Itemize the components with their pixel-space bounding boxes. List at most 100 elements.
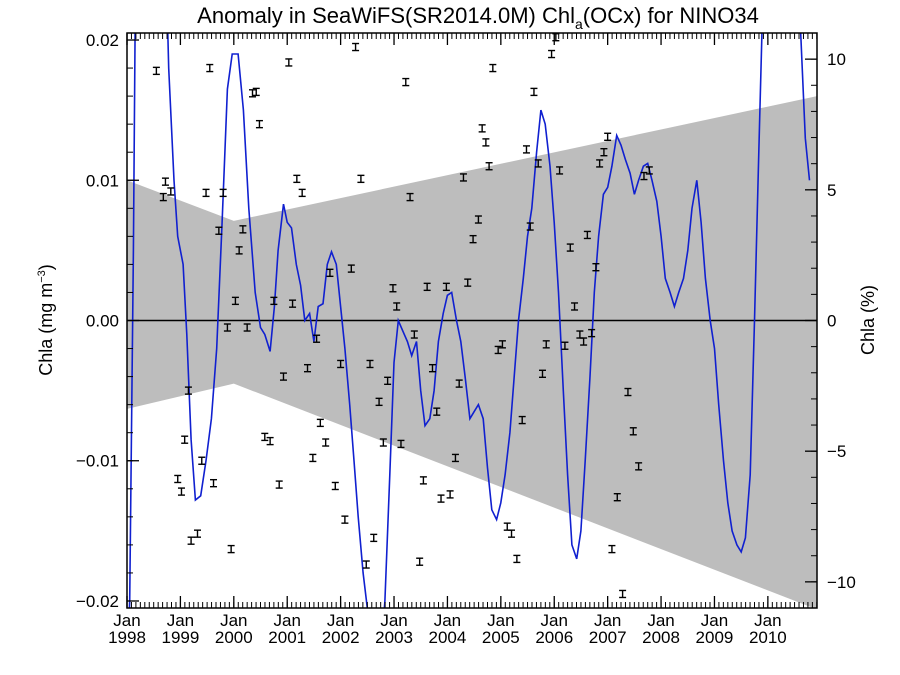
anomaly-point — [298, 188, 306, 198]
right-tick-label: 10 — [827, 50, 846, 69]
anomaly-point — [548, 49, 556, 59]
left-tick-label: 0.01 — [86, 171, 119, 190]
x-tick-year: 2005 — [482, 628, 520, 647]
anomaly-point — [451, 453, 459, 463]
anomaly-point — [243, 323, 251, 332]
anomaly-point — [542, 340, 550, 349]
anomaly-point — [219, 188, 227, 198]
anomaly-point — [402, 77, 410, 87]
anomaly-point — [566, 243, 574, 252]
anomaly-point — [285, 58, 293, 67]
anomaly-point — [469, 234, 477, 244]
x-tick-year: 2000 — [215, 628, 253, 647]
anomaly-point — [235, 246, 243, 255]
anomaly-point — [316, 418, 324, 428]
anomaly-point — [275, 480, 283, 489]
anomaly-point — [446, 490, 454, 499]
anomaly-point — [202, 188, 210, 198]
anomaly-point — [571, 302, 579, 311]
anomaly-point — [366, 359, 374, 369]
anomaly-point — [309, 453, 317, 463]
x-tick-month: Jan — [754, 611, 781, 630]
anomaly-point — [227, 544, 235, 554]
anomaly-point — [474, 215, 482, 224]
x-tick-year: 2003 — [375, 628, 413, 647]
anomaly-point — [592, 263, 600, 272]
left-tick-label: 0.02 — [86, 31, 119, 50]
anomaly-point — [337, 359, 345, 369]
anomaly-point — [375, 397, 383, 407]
x-tick-month: Jan — [594, 611, 621, 630]
anomaly-point — [261, 432, 269, 442]
anomaly-point — [433, 407, 441, 416]
anomaly-point — [184, 386, 192, 395]
anomaly-point — [370, 533, 378, 543]
anomaly-point — [174, 474, 182, 484]
anomaly-point — [556, 166, 564, 175]
anomaly-point — [341, 515, 349, 524]
anomaly-point — [561, 341, 569, 350]
x-tick-year: 2007 — [589, 628, 627, 647]
anomaly-point — [293, 174, 301, 184]
anomaly-point — [419, 476, 427, 485]
anomaly-point — [362, 560, 370, 569]
x-tick-year: 2001 — [268, 628, 306, 647]
anomaly-point — [161, 177, 169, 186]
anomaly-point — [613, 493, 621, 502]
x-tick-year: 2004 — [429, 628, 467, 647]
anomaly-point — [538, 369, 546, 378]
anomaly-point — [304, 363, 312, 373]
anomaly-point — [270, 296, 278, 306]
anomaly-point — [494, 345, 502, 355]
left-axis: 0.02 0.01 0.00 −0.01 −0.02 — [76, 31, 139, 611]
anomaly-point — [357, 174, 365, 184]
anomaly-point — [181, 435, 189, 444]
left-tick-label: −0.02 — [76, 592, 119, 611]
anomaly-point — [455, 379, 463, 388]
left-tick-label: 0.00 — [86, 312, 119, 331]
anomaly-point — [503, 522, 511, 531]
anomaly-point — [596, 159, 604, 168]
anomaly-point — [159, 192, 167, 202]
anomaly-point — [498, 340, 506, 349]
anomaly-point — [530, 87, 538, 97]
anomaly-point — [619, 589, 627, 599]
right-tick-label: −10 — [827, 573, 856, 592]
anomaly-point — [416, 557, 424, 566]
x-axis: Jan1998Jan1999Jan2000Jan2001Jan2002Jan20… — [108, 33, 818, 647]
anomaly-point — [352, 42, 360, 52]
anomaly-point — [629, 427, 637, 436]
anomaly-point — [326, 268, 334, 278]
anomaly-point — [255, 119, 263, 129]
x-tick-month: Jan — [701, 611, 728, 630]
anomaly-point — [608, 544, 616, 554]
anomaly-point — [177, 487, 185, 496]
anomaly-point — [206, 63, 214, 73]
anomaly-point — [187, 536, 195, 545]
anomaly-point — [518, 415, 526, 425]
x-tick-month: Jan — [327, 611, 354, 630]
x-tick-month: Jan — [541, 611, 568, 630]
anomaly-point — [583, 230, 591, 240]
anomaly-point — [167, 187, 175, 196]
x-tick-month: Jan — [434, 611, 461, 630]
anomaly-point — [231, 296, 239, 306]
x-tick-month: Jan — [647, 611, 674, 630]
anomaly-point — [588, 328, 596, 338]
anomaly-point — [534, 159, 542, 168]
anomaly-point — [223, 323, 231, 332]
anomaly-point — [478, 124, 486, 133]
x-tick-year: 2002 — [322, 628, 360, 647]
plot-area — [127, 33, 817, 608]
anomaly-point — [508, 529, 516, 538]
x-tick-year: 1999 — [161, 628, 199, 647]
anomaly-point — [279, 372, 287, 381]
left-tick-label: −0.01 — [76, 452, 119, 471]
trend-uncertainty-band — [127, 96, 817, 608]
anomaly-point — [152, 66, 160, 76]
monthly-anomaly-points — [152, 33, 653, 599]
anomaly-point — [522, 145, 530, 154]
anomaly-point — [313, 334, 321, 343]
anomaly-point — [252, 87, 260, 97]
anomaly-point — [600, 148, 608, 157]
